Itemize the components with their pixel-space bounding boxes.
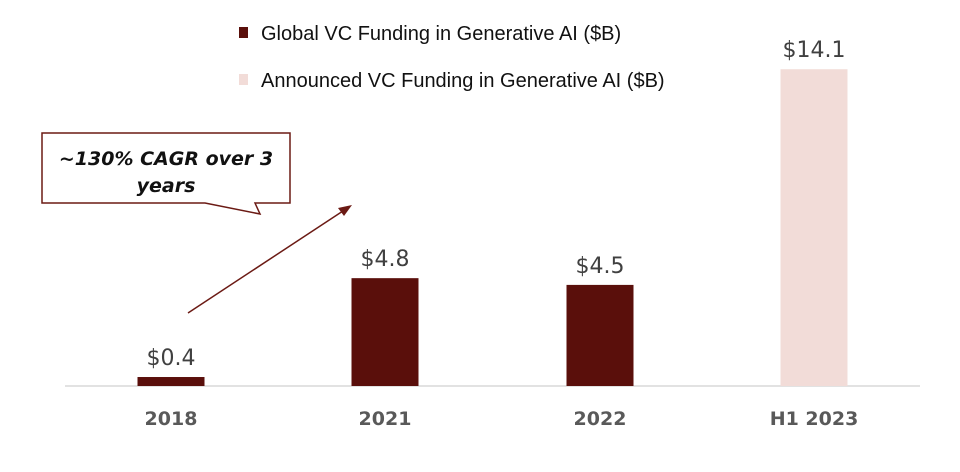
x-tick-label: H1 2023 [770, 408, 859, 430]
data-label: $4.8 [361, 247, 410, 272]
arrow-line [187, 208, 347, 314]
legend-label-global: Global VC Funding in Generative AI ($B) [261, 23, 621, 45]
x-tick-label: 2018 [145, 408, 198, 430]
callout-box [41, 132, 291, 216]
legend-swatch-global [239, 27, 248, 38]
bar-2018 [137, 377, 205, 386]
data-label: $14.1 [783, 38, 846, 63]
x-tick-label: 2022 [574, 408, 627, 430]
bar-2022 [566, 284, 634, 386]
cagr-callout: ~130% CAGR over 3 years [41, 132, 291, 216]
legend: Global VC Funding in Generative AI ($B) … [239, 23, 665, 92]
data-label: $4.5 [576, 254, 625, 279]
arrow-head-icon [338, 205, 352, 216]
x-tick-label: 2021 [359, 408, 412, 430]
callout-text-line1: ~130% CAGR over 3 [59, 148, 273, 170]
callout-text-line2: years [137, 175, 196, 197]
legend-label-announced: Announced VC Funding in Generative AI ($… [261, 70, 665, 92]
bar-2021 [351, 278, 419, 386]
legend-swatch-announced [239, 74, 248, 85]
data-label: $0.4 [147, 346, 196, 371]
bar-h1-2023 [780, 69, 848, 386]
growth-arrow [187, 205, 352, 314]
